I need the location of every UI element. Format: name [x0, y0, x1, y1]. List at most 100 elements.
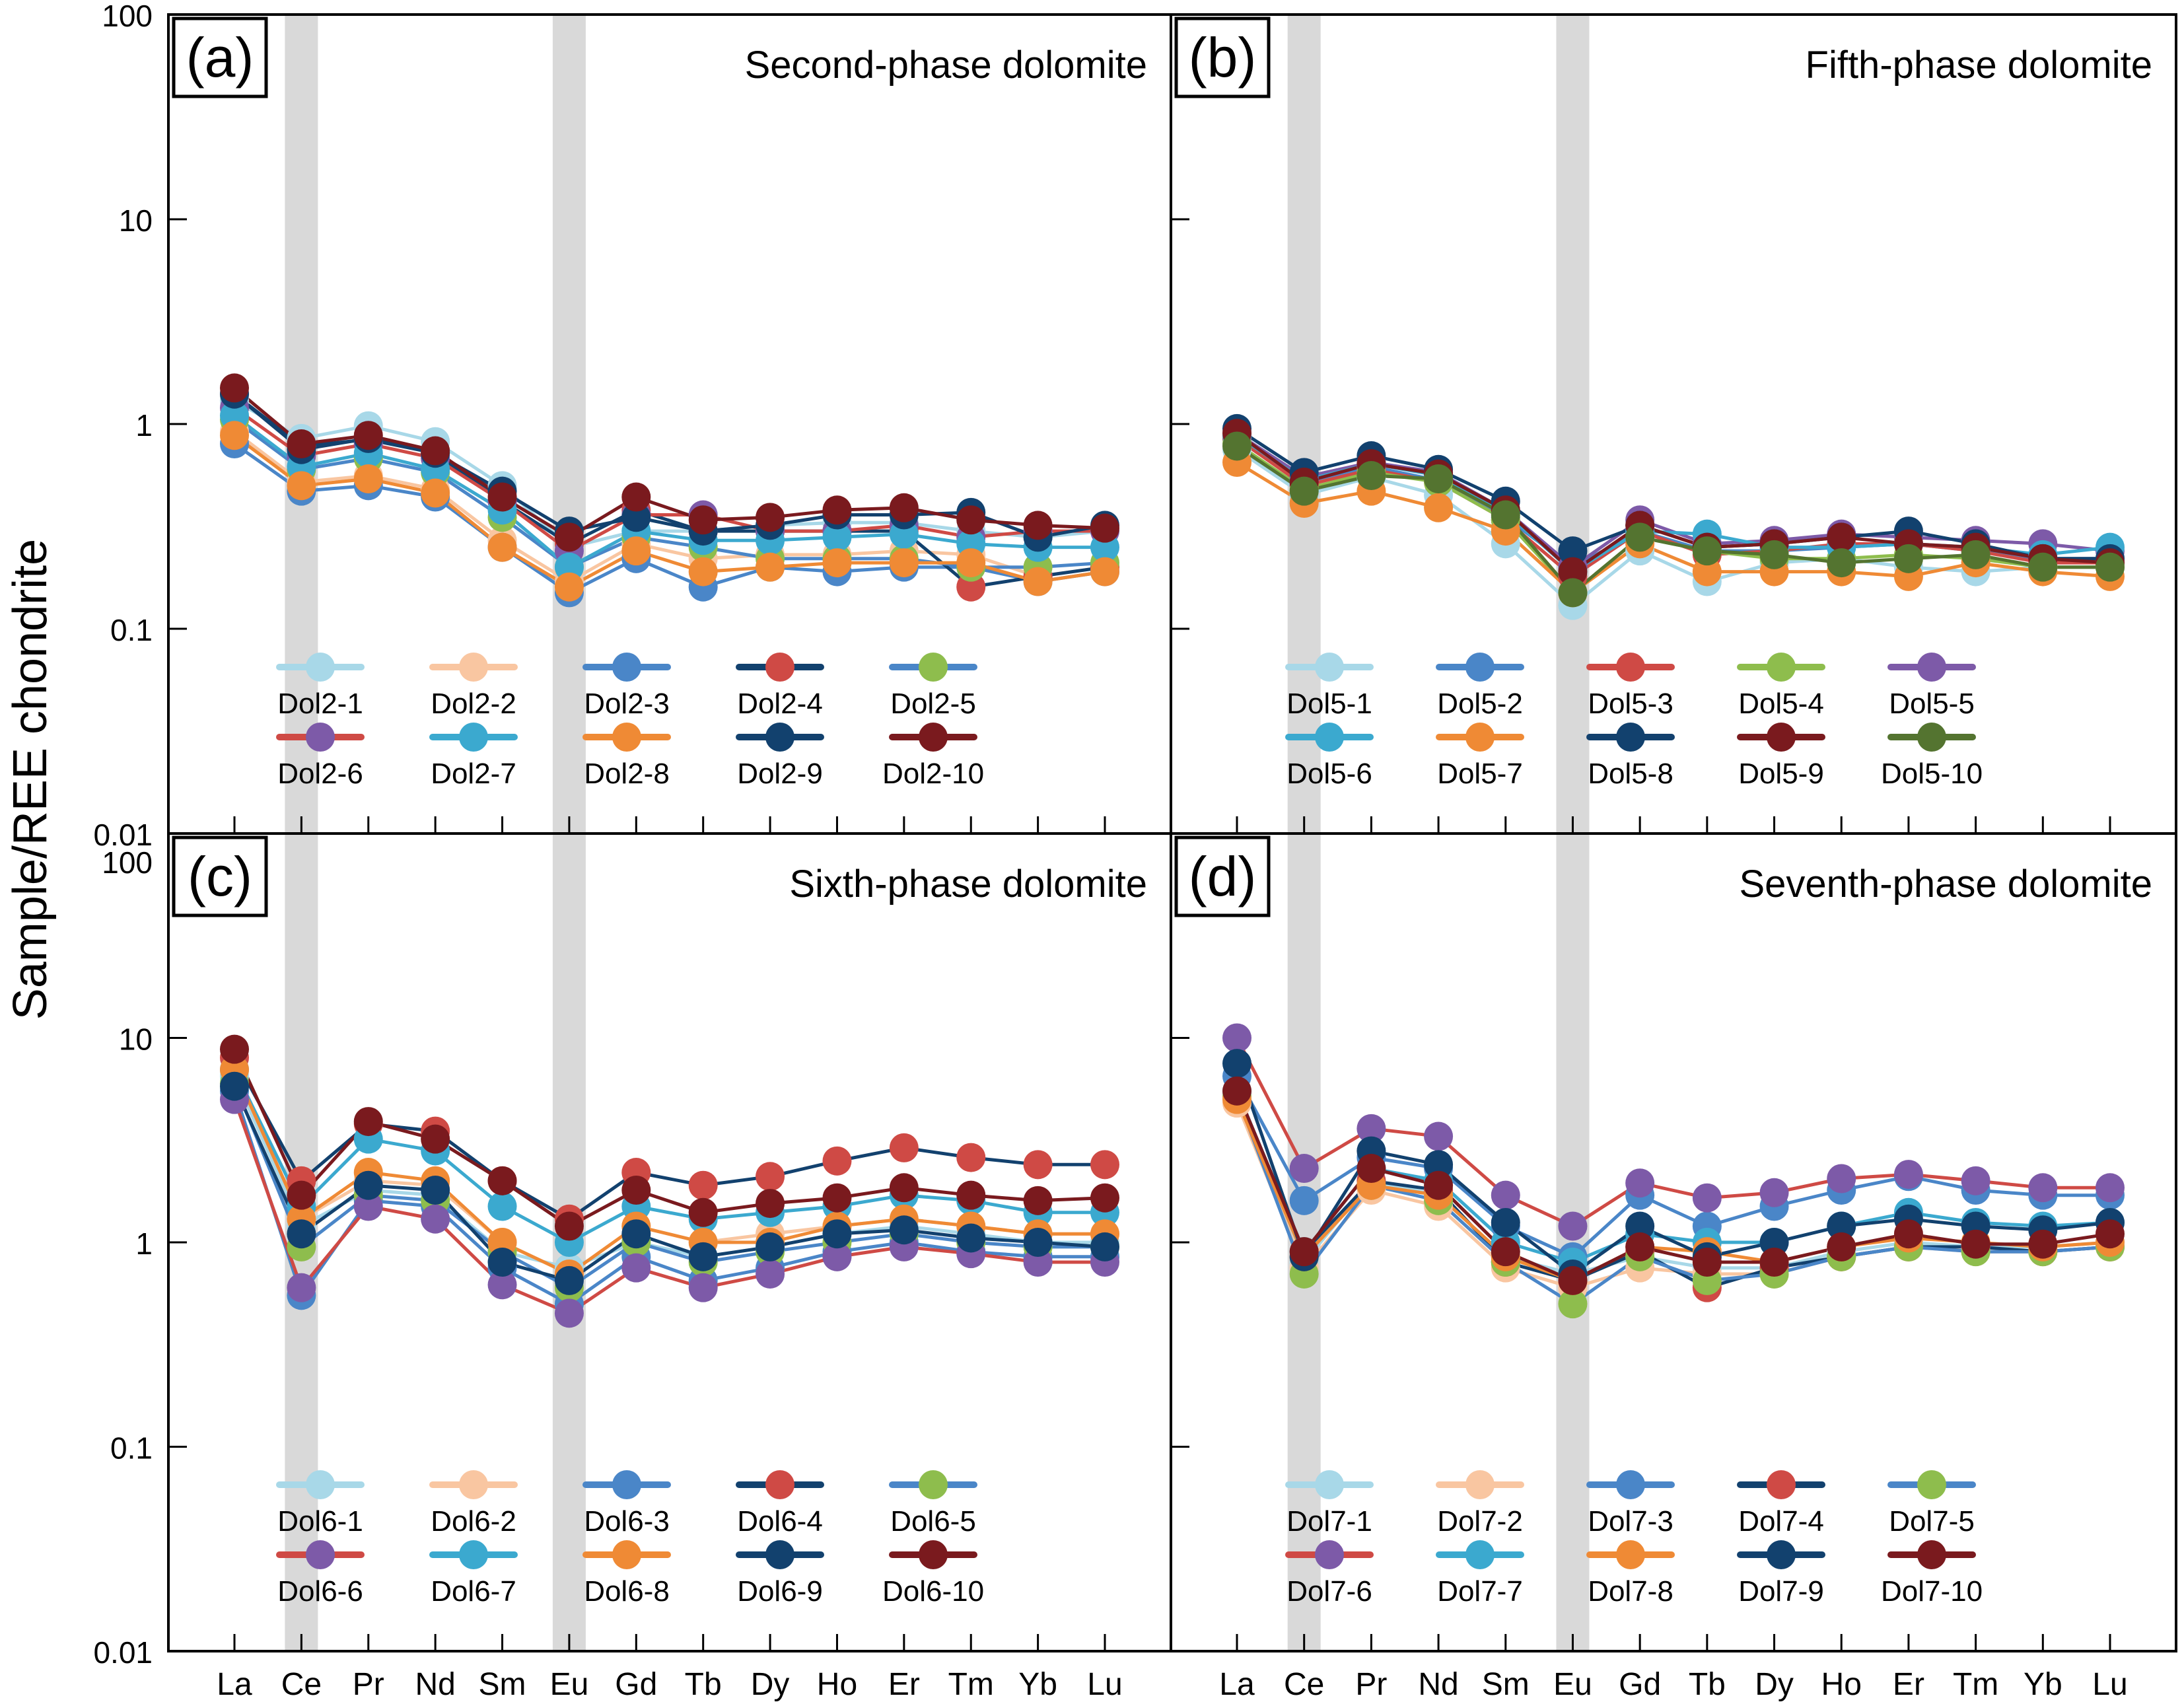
point-dol2-8-yb [1023, 567, 1053, 596]
point-dol5-8-eu [1558, 536, 1588, 566]
point-dol5-10-ce [1289, 476, 1319, 506]
x-tick-label-c-tm: Tm [948, 1667, 994, 1702]
series-group-c [220, 1034, 1119, 1328]
point-dol7-10-la [1222, 1076, 1251, 1106]
legend-label-dol6-10: Dol6-10 [882, 1575, 984, 1608]
y-tick-label-a-3: 10 [119, 203, 153, 238]
y-tick-label-c-0: 0.01 [93, 1635, 153, 1670]
legend-label-dol5-5: Dol5-5 [1889, 688, 1975, 720]
point-dol6-4-ho [822, 1146, 852, 1176]
y-tick-label-c-3: 10 [119, 1022, 153, 1057]
point-dol6-10-tb [688, 1197, 718, 1227]
legend-marker-dol7-8 [1616, 1540, 1645, 1569]
y-tick-label-c-top: 100 [102, 845, 153, 880]
y-tick-label-c-1: 0.1 [110, 1431, 153, 1466]
x-tick-label-c-er: Er [888, 1667, 920, 1702]
panel-label-box-a [172, 17, 268, 98]
panel-title-a: Second-phase dolomite [745, 44, 1147, 87]
x-tick-label-d-ce: Ce [1284, 1667, 1324, 1702]
point-dol5-10-yb [2028, 552, 2058, 582]
point-dol2-10-ho [822, 495, 852, 525]
point-dol6-10-dy [756, 1189, 785, 1219]
point-dol5-7-nd [1424, 493, 1454, 522]
point-dol2-10-yb [1023, 511, 1053, 540]
point-dol2-10-nd [421, 436, 450, 466]
legend-marker-dol5-4 [1767, 653, 1796, 682]
legend-label-dol2-3: Dol2-3 [584, 688, 670, 720]
point-dol7-9-nd [1424, 1150, 1454, 1180]
point-dol6-4-dy [756, 1162, 785, 1191]
point-dol2-10-tb [688, 505, 718, 535]
panel-d: La Ce Pr Nd Sm Eu Gd Tb Dy Ho Er Tm Yb Lu (d) Seventh-p… [1170, 832, 2177, 1702]
point-dol6-9-ho [822, 1219, 852, 1249]
legend-label-dol2-1: Dol2-1 [277, 688, 363, 720]
point-dol7-5-eu [1558, 1289, 1588, 1319]
legend-marker-dol7-10 [1917, 1540, 1946, 1569]
point-dol6-6-gd [621, 1253, 651, 1283]
legend-label-dol7-10: Dol7-10 [1881, 1575, 1983, 1608]
point-dol7-10-ho [1827, 1232, 1856, 1261]
point-dol7-9-gd [1625, 1211, 1655, 1241]
legend-label-dol5-3: Dol5-3 [1588, 688, 1673, 720]
x-tick-label-d-ho: Ho [1821, 1667, 1862, 1702]
x-tick-label-c-ho: Ho [817, 1667, 857, 1702]
point-dol7-10-lu [2096, 1219, 2125, 1249]
point-dol5-10-la [1222, 431, 1251, 461]
point-dol6-6-pr [353, 1191, 383, 1221]
point-dol6-9-yb [1023, 1228, 1053, 1257]
legend-label-dol2-6: Dol2-6 [277, 758, 363, 790]
panel-c: 0.01 0.1 1 10 100 La Ce Pr Nd Sm Eu Gd Tb Dy Ho Er Tm Yb L… [93, 832, 1172, 1702]
legend-marker-dol6-7 [459, 1540, 488, 1569]
panel-label-box-c [172, 835, 268, 917]
point-dol6-9-dy [756, 1232, 785, 1261]
band-eu-a [552, 15, 586, 834]
legend-marker-dol2-2 [459, 653, 488, 682]
point-dol2-8-sm [487, 532, 517, 562]
point-dol6-9-nd [421, 1175, 450, 1205]
legend-label-dol6-3: Dol6-3 [584, 1505, 670, 1538]
x-tick-label-c-eu: Eu [550, 1667, 589, 1702]
panel-label-box-d [1174, 835, 1271, 917]
legend-marker-dol2-4 [765, 653, 794, 682]
legend-marker-dol6-5 [919, 1470, 948, 1499]
x-tick-label-d-yb: Yb [2024, 1667, 2062, 1702]
point-dol2-8-la [220, 421, 249, 450]
point-dol6-10-eu [554, 1211, 584, 1241]
legend-marker-dol6-4 [765, 1470, 794, 1499]
point-dol6-4-tm [956, 1143, 986, 1172]
point-dol2-10-tm [956, 505, 986, 535]
point-dol6-9-gd [621, 1219, 651, 1249]
point-dol7-6-la [1222, 1023, 1251, 1053]
point-dol7-6-gd [1625, 1168, 1655, 1198]
legend-label-dol2-5: Dol2-5 [890, 688, 976, 720]
x-tick-label-d-sm: Sm [1482, 1667, 1530, 1702]
legend-marker-dol5-7 [1465, 723, 1495, 752]
legend-marker-dol6-6 [306, 1540, 335, 1569]
legend-a: Dol2-1 Dol2-2 Dol2-3 Dol2-4 Dol2-5 Dol2-6 Dol2… [276, 653, 984, 790]
x-tick-label-d-tm: Tm [1953, 1667, 1998, 1702]
point-dol6-6-dy [756, 1259, 785, 1289]
legend-label-dol2-4: Dol2-4 [737, 688, 823, 720]
point-dol2-10-gd [621, 482, 651, 512]
point-dol5-7-tb [1692, 557, 1722, 586]
x-tick-label-c-yb: Yb [1018, 1667, 1057, 1702]
series-group-d [1222, 1023, 2125, 1319]
point-dol7-10-er [1893, 1219, 1923, 1249]
band-eu-b [1556, 15, 1590, 834]
point-dol7-6-dy [1759, 1178, 1789, 1207]
point-dol6-9-eu [554, 1265, 584, 1295]
point-dol5-10-pr [1356, 461, 1386, 491]
legend-c: Dol6-1 Dol6-2 Dol6-3 Dol6-4 Dol6-5 Dol6-6 Dol6… [276, 1470, 984, 1608]
point-dol5-10-tm [1961, 540, 1990, 569]
x-tick-label-c-nd: Nd [415, 1667, 455, 1702]
point-dol5-10-eu [1558, 578, 1588, 608]
x-tick-label-d-tb: Tb [1689, 1667, 1726, 1702]
legend-marker-dol2-9 [765, 723, 794, 752]
point-dol2-8-pr [353, 464, 383, 493]
point-dol7-10-ce [1289, 1237, 1319, 1267]
legend-label-dol7-1: Dol7-1 [1286, 1505, 1372, 1538]
point-dol7-10-tb [1692, 1247, 1722, 1277]
y-tick-label-c-2: 1 [135, 1226, 153, 1261]
legend-label-dol6-2: Dol6-2 [431, 1505, 516, 1538]
